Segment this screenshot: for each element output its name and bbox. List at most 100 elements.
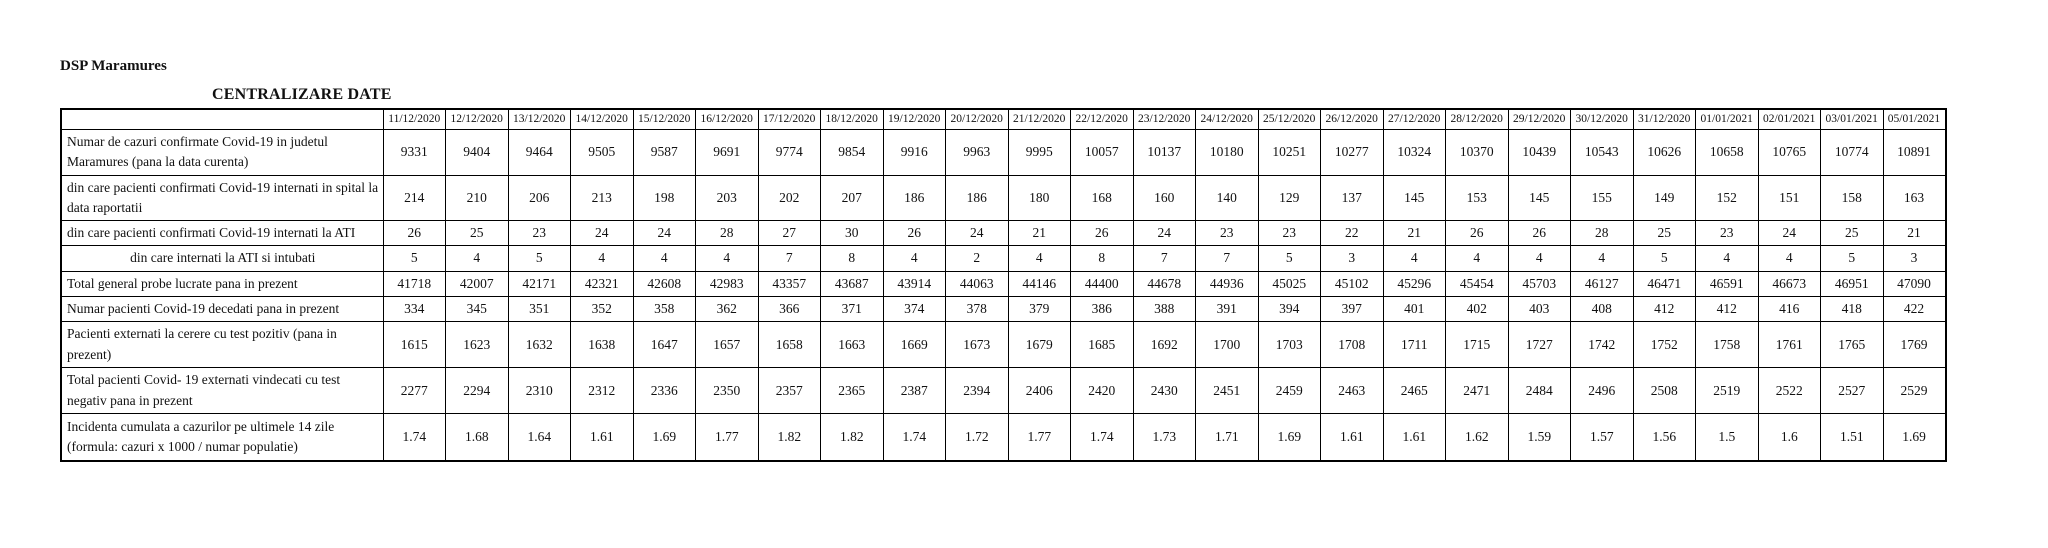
value-cell: 10057 bbox=[1070, 128, 1134, 176]
value-cell: 2 bbox=[945, 245, 1009, 272]
date-header-cell: 03/01/2021 bbox=[1820, 108, 1884, 130]
value-cell: 203 bbox=[695, 174, 759, 221]
value-cell: 1.73 bbox=[1132, 413, 1196, 461]
value-cell: 202 bbox=[757, 174, 821, 221]
value-cell: 1615 bbox=[382, 321, 446, 368]
value-cell: 42608 bbox=[632, 270, 696, 297]
value-cell: 388 bbox=[1132, 295, 1196, 323]
value-cell: 151 bbox=[1757, 174, 1821, 221]
value-cell: 2350 bbox=[695, 367, 759, 414]
value-cell: 23 bbox=[1195, 219, 1259, 247]
value-cell: 1.6 bbox=[1757, 413, 1821, 461]
row-label-cell: Numar de cazuri confirmate Covid-19 in j… bbox=[60, 128, 384, 176]
value-cell: 45025 bbox=[1257, 270, 1321, 297]
table-row: Incidenta cumulata a cazurilor pe ultime… bbox=[60, 413, 1946, 461]
table-row: din care pacienti confirmati Covid-19 in… bbox=[60, 219, 1946, 247]
value-cell: 7 bbox=[757, 245, 821, 272]
value-cell: 46591 bbox=[1695, 270, 1759, 297]
value-cell: 43357 bbox=[757, 270, 821, 297]
value-cell: 21 bbox=[1007, 219, 1071, 247]
value-cell: 2527 bbox=[1820, 367, 1884, 414]
value-cell: 2451 bbox=[1195, 367, 1259, 414]
value-cell: 152 bbox=[1695, 174, 1759, 221]
value-cell: 9691 bbox=[695, 128, 759, 176]
value-cell: 351 bbox=[507, 295, 571, 323]
value-cell: 2357 bbox=[757, 367, 821, 414]
value-cell: 1.57 bbox=[1570, 413, 1634, 461]
value-cell: 44936 bbox=[1195, 270, 1259, 297]
value-cell: 24 bbox=[1132, 219, 1196, 247]
value-cell: 10658 bbox=[1695, 128, 1759, 176]
value-cell: 5 bbox=[1632, 245, 1696, 272]
value-cell: 24 bbox=[1757, 219, 1821, 247]
value-cell: 8 bbox=[820, 245, 884, 272]
value-cell: 1657 bbox=[695, 321, 759, 368]
value-cell: 5 bbox=[507, 245, 571, 272]
value-cell: 10324 bbox=[1382, 128, 1446, 176]
date-header-cell: 17/12/2020 bbox=[757, 108, 821, 130]
table-header: 11/12/2020 12/12/2020 13/12/2020 14/12/2020… bbox=[60, 108, 1946, 130]
value-cell: 4 bbox=[882, 245, 946, 272]
value-cell: 153 bbox=[1445, 174, 1509, 221]
table-body: Numar de cazuri confirmate Covid-19 in j… bbox=[60, 128, 1946, 461]
value-cell: 1.82 bbox=[757, 413, 821, 461]
value-cell: 401 bbox=[1382, 295, 1446, 323]
value-cell: 5 bbox=[382, 245, 446, 272]
value-cell: 4 bbox=[1007, 245, 1071, 272]
value-cell: 1.61 bbox=[1320, 413, 1384, 461]
table-row: Total pacienti Covid- 19 externati vinde… bbox=[60, 367, 1946, 414]
value-cell: 10626 bbox=[1632, 128, 1696, 176]
value-cell: 1673 bbox=[945, 321, 1009, 368]
value-cell: 22 bbox=[1320, 219, 1384, 247]
date-header-cell: 31/12/2020 bbox=[1632, 108, 1696, 130]
value-cell: 4 bbox=[445, 245, 509, 272]
value-cell: 4 bbox=[1507, 245, 1571, 272]
value-cell: 145 bbox=[1507, 174, 1571, 221]
value-cell: 46951 bbox=[1820, 270, 1884, 297]
value-cell: 2294 bbox=[445, 367, 509, 414]
value-cell: 8 bbox=[1070, 245, 1134, 272]
value-cell: 46471 bbox=[1632, 270, 1696, 297]
value-cell: 23 bbox=[1695, 219, 1759, 247]
value-cell: 43914 bbox=[882, 270, 946, 297]
value-cell: 2459 bbox=[1257, 367, 1321, 414]
value-cell: 1.5 bbox=[1695, 413, 1759, 461]
value-cell: 4 bbox=[1382, 245, 1446, 272]
value-cell: 366 bbox=[757, 295, 821, 323]
value-cell: 5 bbox=[1820, 245, 1884, 272]
value-cell: 9854 bbox=[820, 128, 884, 176]
value-cell: 206 bbox=[507, 174, 571, 221]
value-cell: 1.77 bbox=[1007, 413, 1071, 461]
value-cell: 26 bbox=[1070, 219, 1134, 247]
table-row: Numar de cazuri confirmate Covid-19 in j… bbox=[60, 128, 1946, 176]
value-cell: 1.74 bbox=[382, 413, 446, 461]
value-cell: 4 bbox=[570, 245, 634, 272]
value-cell: 412 bbox=[1632, 295, 1696, 323]
date-header-cell: 25/12/2020 bbox=[1257, 108, 1321, 130]
date-header-cell: 14/12/2020 bbox=[570, 108, 634, 130]
value-cell: 44678 bbox=[1132, 270, 1196, 297]
date-header-cell: 24/12/2020 bbox=[1195, 108, 1259, 130]
value-cell: 42171 bbox=[507, 270, 571, 297]
value-cell: 140 bbox=[1195, 174, 1259, 221]
value-cell: 42983 bbox=[695, 270, 759, 297]
value-cell: 44146 bbox=[1007, 270, 1071, 297]
value-cell: 422 bbox=[1882, 295, 1946, 323]
value-cell: 26 bbox=[382, 219, 446, 247]
table-row: din care pacienti confirmati Covid-19 in… bbox=[60, 174, 1946, 221]
value-cell: 1727 bbox=[1507, 321, 1571, 368]
value-cell: 1.69 bbox=[632, 413, 696, 461]
value-cell: 9505 bbox=[570, 128, 634, 176]
value-cell: 9963 bbox=[945, 128, 1009, 176]
value-cell: 24 bbox=[570, 219, 634, 247]
value-cell: 46127 bbox=[1570, 270, 1634, 297]
value-cell: 42321 bbox=[570, 270, 634, 297]
value-cell: 1752 bbox=[1632, 321, 1696, 368]
value-cell: 45454 bbox=[1445, 270, 1509, 297]
value-cell: 1708 bbox=[1320, 321, 1384, 368]
date-header-cell: 26/12/2020 bbox=[1320, 108, 1384, 130]
value-cell: 3 bbox=[1882, 245, 1946, 272]
value-cell: 10765 bbox=[1757, 128, 1821, 176]
centralizare-date-table: 11/12/2020 12/12/2020 13/12/2020 14/12/2020… bbox=[60, 108, 1947, 462]
